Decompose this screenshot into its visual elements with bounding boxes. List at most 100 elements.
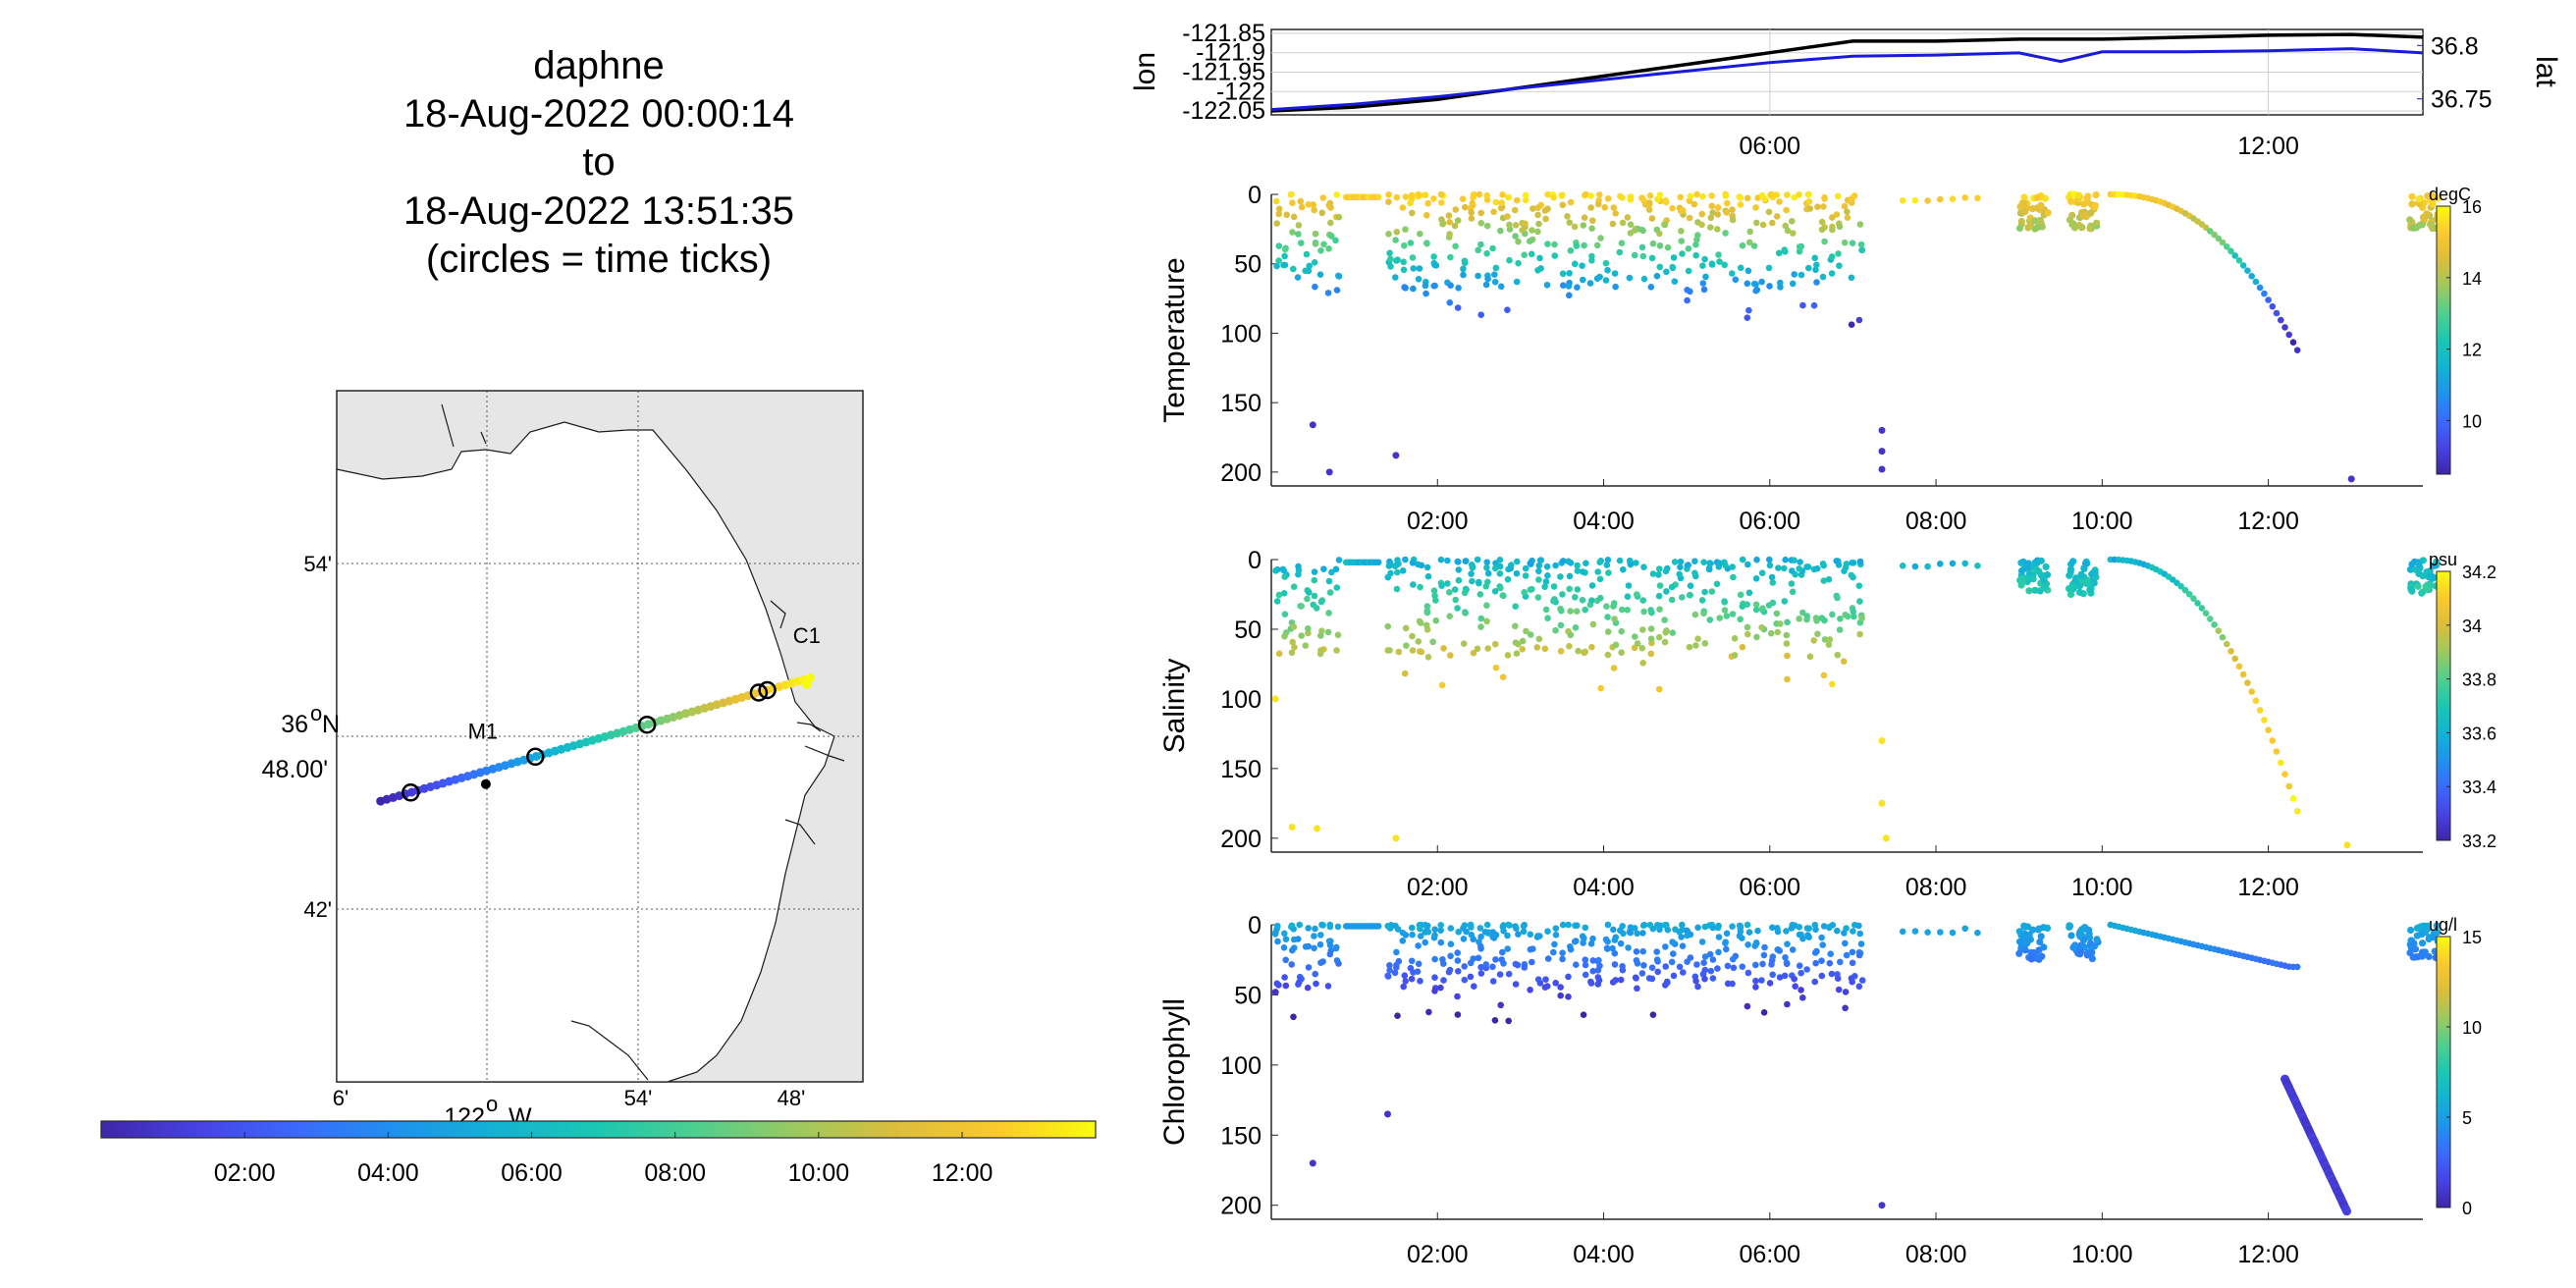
temperature-point bbox=[1461, 257, 1469, 265]
temperature-point bbox=[1515, 259, 1522, 267]
temperature-point bbox=[1311, 206, 1317, 214]
temperature-point bbox=[1624, 214, 1632, 221]
chlorophyll-point bbox=[1706, 950, 1714, 958]
temperature-point bbox=[1410, 285, 1417, 293]
temperature-point bbox=[1399, 204, 1407, 211]
title-line-3: to bbox=[582, 140, 615, 184]
time-colorbar-bar bbox=[100, 1120, 1097, 1139]
chlorophyll-point bbox=[1274, 923, 1281, 931]
salinity-point bbox=[1656, 685, 1663, 693]
salinity-point bbox=[1424, 572, 1432, 580]
chlorophyll-point bbox=[1437, 922, 1444, 929]
salinity-point bbox=[1924, 563, 1931, 570]
temperature-point bbox=[2408, 192, 2416, 200]
temperature-point bbox=[1573, 242, 1581, 249]
temperature-point bbox=[1543, 282, 1551, 289]
salinity-point bbox=[1596, 559, 1603, 565]
salinity-point bbox=[1821, 636, 1829, 643]
chlorophyll-point bbox=[2080, 943, 2089, 951]
chlorophyll-point bbox=[1422, 939, 1428, 946]
salinity-point bbox=[1476, 578, 1482, 586]
temperature-point bbox=[1601, 204, 1608, 211]
temperature-point bbox=[2077, 224, 2086, 232]
salinity-point bbox=[1334, 631, 1342, 639]
chlorophyll-point bbox=[1730, 964, 1738, 972]
chlorophyll-point bbox=[1707, 967, 1715, 975]
chlorophyll-point bbox=[1489, 978, 1497, 985]
temperature-point bbox=[1455, 285, 1462, 292]
chlorophyll-point bbox=[1334, 923, 1342, 931]
chlorophyll-point bbox=[1684, 932, 1690, 939]
salinity-point bbox=[1649, 570, 1657, 577]
temperature-point bbox=[1551, 252, 1558, 259]
lonlat-y-tick: -122.05 bbox=[1182, 97, 1265, 125]
chlorophyll-deep-point bbox=[1309, 1159, 1316, 1167]
salinity-point bbox=[1393, 585, 1401, 593]
salinity-point bbox=[1647, 635, 1655, 642]
chlorophyll-point bbox=[2077, 926, 2086, 934]
salinity-point bbox=[1784, 675, 1791, 683]
figure-title: daphne 18-Aug-2022 00:00:14 to 18-Aug-20… bbox=[403, 44, 794, 281]
chlorophyll-point bbox=[1468, 924, 1475, 931]
temperature-point bbox=[2207, 228, 2214, 235]
chlorophyll-point bbox=[1454, 949, 1461, 956]
salinity-point bbox=[2040, 584, 2048, 592]
temperature-point bbox=[1513, 278, 1521, 286]
chlorophyll-point bbox=[1730, 955, 1737, 963]
salinity-point bbox=[1729, 564, 1736, 570]
salinity-point bbox=[1899, 563, 1906, 569]
salinity-point bbox=[1461, 589, 1469, 597]
chlorophyll-point bbox=[2021, 930, 2029, 939]
temperature-point bbox=[1820, 203, 1827, 210]
salinity-point bbox=[1468, 570, 1475, 577]
salinity-point bbox=[1313, 605, 1320, 612]
salinity-point bbox=[2285, 782, 2292, 790]
salinity-point bbox=[1610, 665, 1618, 671]
chlorophyll-point bbox=[1437, 939, 1445, 946]
chlorophyll-y-label: Chlorophyll bbox=[1158, 998, 1191, 1146]
chlorophyll-point bbox=[1273, 980, 1281, 988]
temperature-point bbox=[1283, 211, 1290, 219]
temperature-point bbox=[1834, 192, 1842, 200]
salinity-point bbox=[1619, 606, 1626, 614]
salinity-point bbox=[1624, 607, 1631, 614]
temperature-point bbox=[1810, 301, 1818, 309]
chlorophyll-y-tick: 200 bbox=[1220, 1193, 1261, 1220]
salinity-point bbox=[1744, 630, 1751, 638]
chlorophyll-point bbox=[1811, 949, 1819, 956]
map-grid bbox=[337, 391, 863, 1082]
chlorophyll-point bbox=[1627, 929, 1635, 937]
chlorophyll-point bbox=[1843, 951, 1851, 959]
chlorophyll-point bbox=[1417, 978, 1423, 985]
salinity-point bbox=[1766, 562, 1774, 569]
temperature-point bbox=[1571, 223, 1579, 231]
salinity-point bbox=[1639, 626, 1646, 633]
temperature-point bbox=[1581, 242, 1587, 249]
temperature-point bbox=[1288, 190, 1295, 198]
chlorophyll-point bbox=[1312, 970, 1318, 978]
salinity-point bbox=[1492, 664, 1500, 671]
chlorophyll-point bbox=[1761, 943, 1768, 951]
chlorophyll-point bbox=[1463, 928, 1470, 936]
chlorophyll-point bbox=[1455, 968, 1462, 975]
salinity-point bbox=[1446, 613, 1453, 619]
salinity-point bbox=[1640, 608, 1647, 616]
salinity-point bbox=[1423, 609, 1431, 617]
salinity-point bbox=[1661, 617, 1668, 623]
temperature-point bbox=[1758, 278, 1765, 286]
salinity-point bbox=[1855, 582, 1863, 589]
chlorophyll-point bbox=[1768, 961, 1775, 968]
chlorophyll-point bbox=[2086, 939, 2095, 947]
title-line-2: 18-Aug-2022 00:00:14 bbox=[403, 92, 794, 135]
salinity-point bbox=[2086, 586, 2094, 594]
chlorophyll-point bbox=[1393, 964, 1400, 971]
salinity-point bbox=[2293, 808, 2301, 815]
chlorophyll-point bbox=[1498, 956, 1505, 963]
salinity-point bbox=[1765, 602, 1773, 609]
temperature-x-tick: 08:00 bbox=[1905, 508, 1967, 535]
lat-series-line bbox=[1270, 47, 2424, 112]
temperature-point bbox=[1281, 252, 1288, 260]
salinity-point bbox=[1661, 638, 1669, 646]
title-line-1: daphne bbox=[533, 44, 664, 87]
temperature-point bbox=[1306, 262, 1313, 270]
